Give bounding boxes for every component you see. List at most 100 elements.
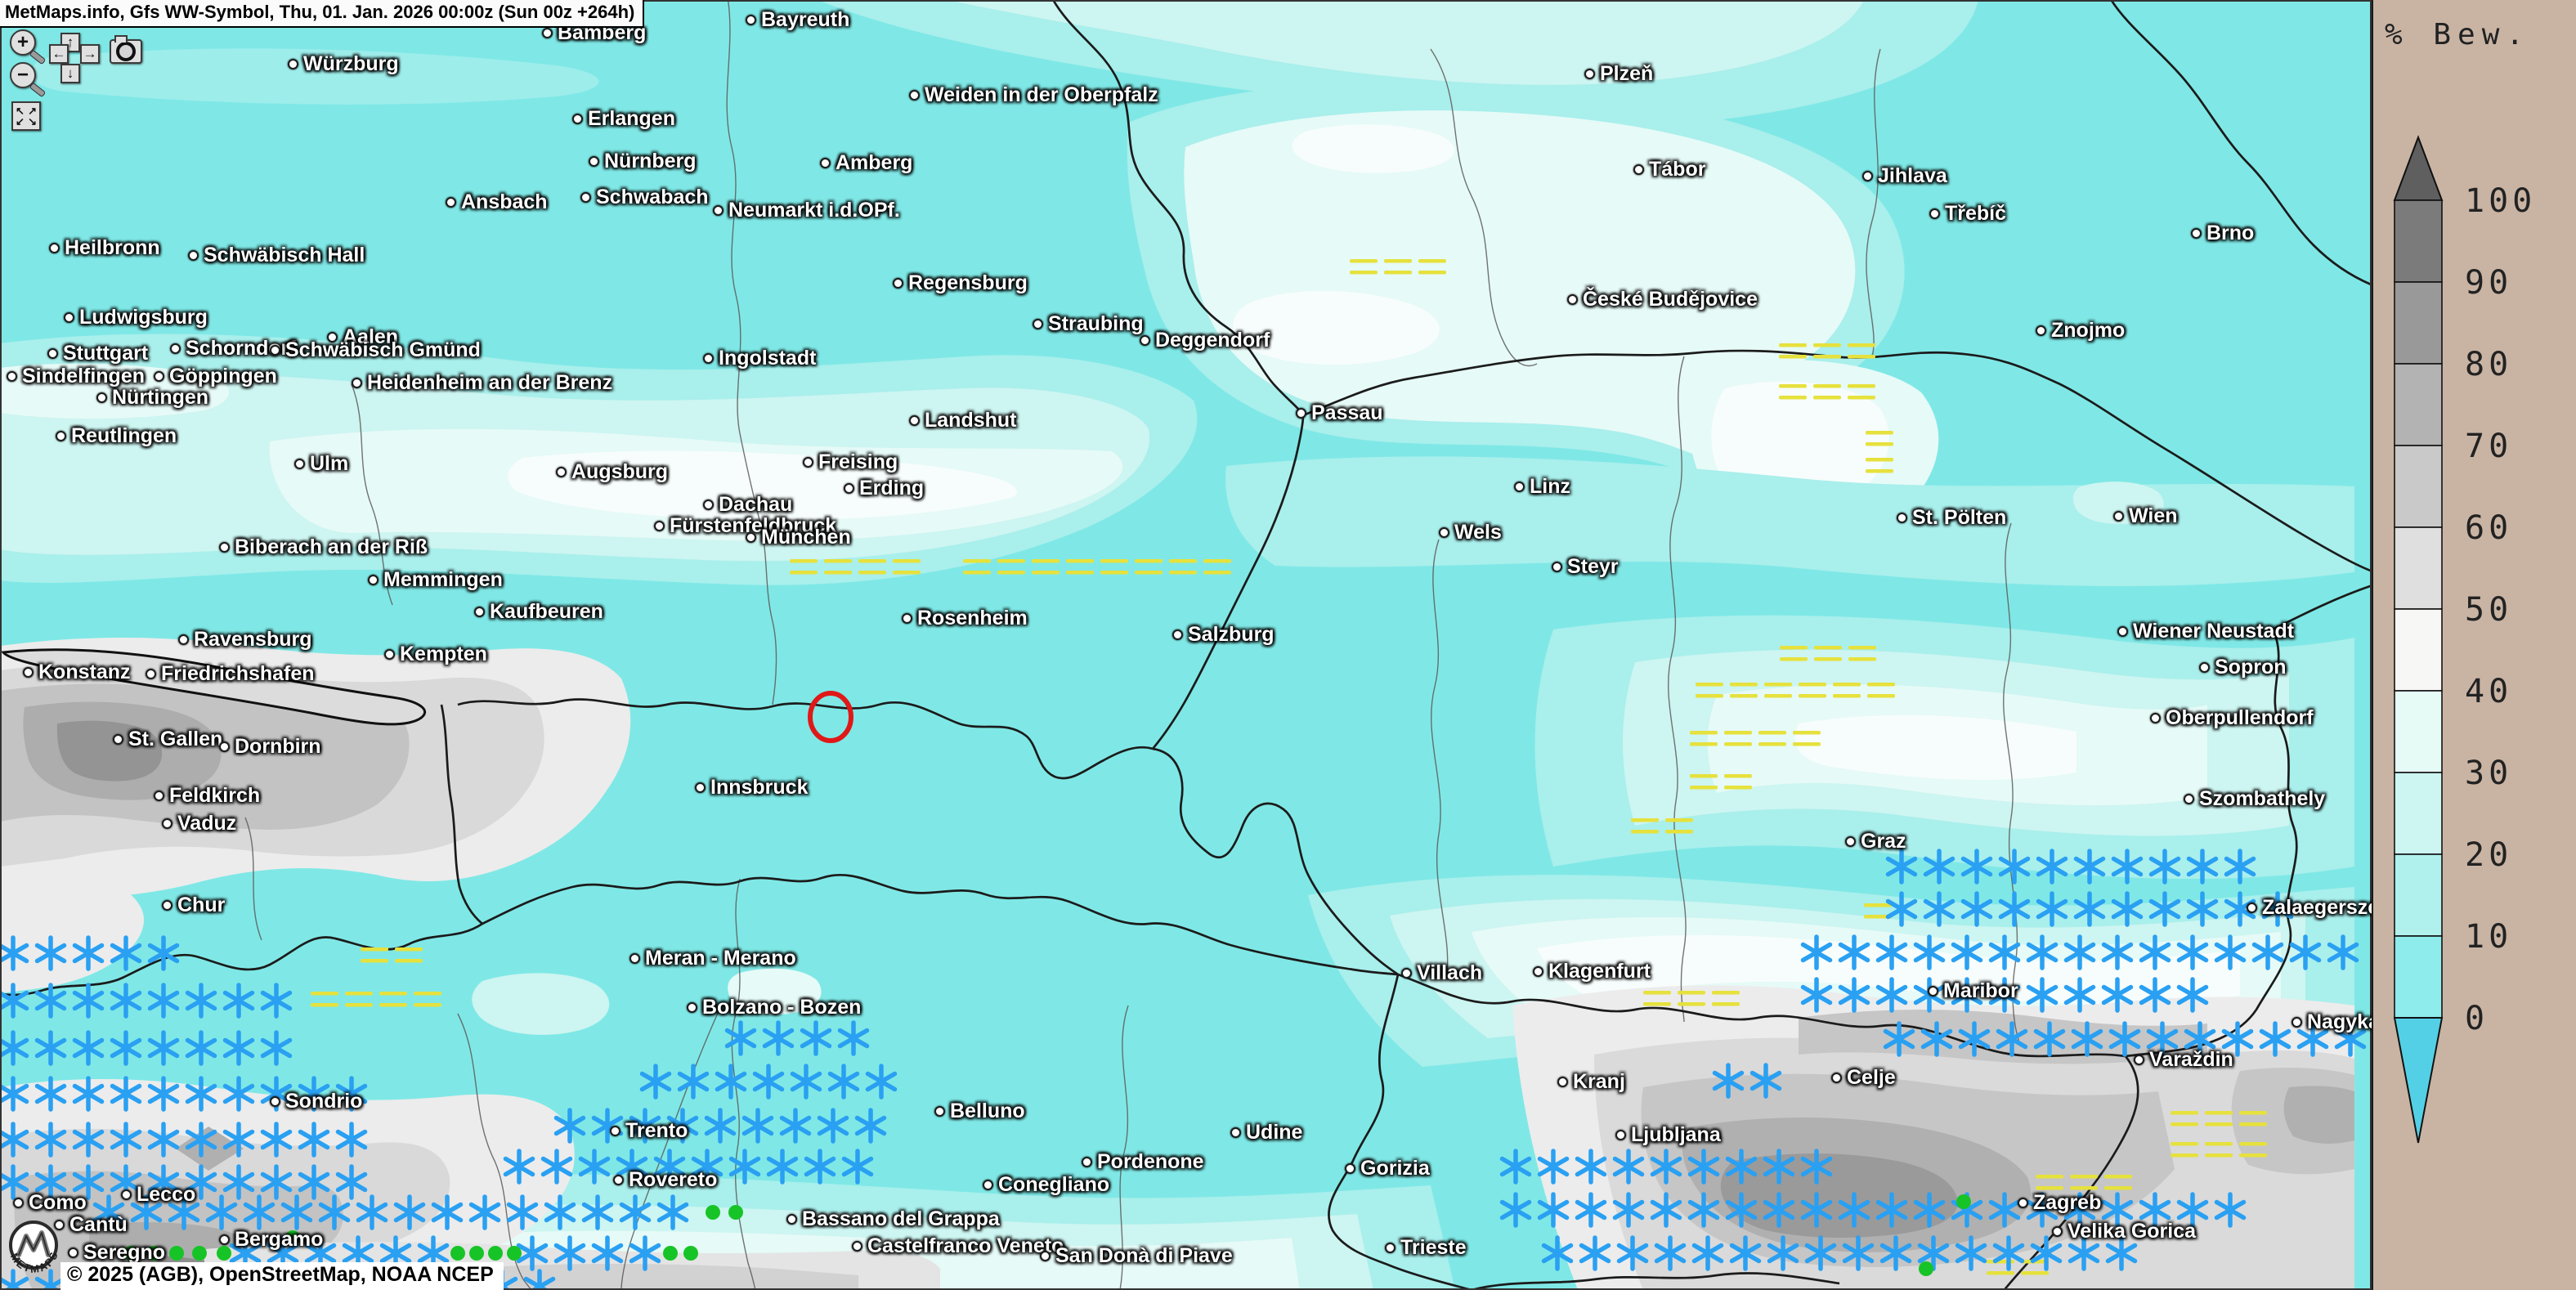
city-name: Sopron bbox=[2215, 656, 2287, 679]
city-name: Ravensburg bbox=[194, 628, 312, 651]
city-label: Castelfranco Veneto bbox=[852, 1234, 1064, 1258]
city-name: Neumarkt i.d.OPf. bbox=[728, 199, 900, 222]
city-label: Linz bbox=[1514, 475, 1570, 499]
city-name: Linz bbox=[1530, 475, 1570, 498]
plus-icon: + bbox=[16, 31, 29, 53]
city-label: Varaždin bbox=[2134, 1048, 2233, 1072]
city-marker-icon bbox=[1552, 562, 1562, 572]
city-label: Pordenone bbox=[1082, 1150, 1204, 1174]
city-marker-icon bbox=[154, 791, 164, 801]
city-label: Plzeň bbox=[1584, 62, 1653, 86]
city-label: Zalaegerszeg bbox=[2247, 896, 2391, 920]
city-name: Ludwigsburg bbox=[79, 306, 208, 329]
city-marker-icon bbox=[629, 953, 640, 964]
city-marker-icon bbox=[96, 392, 107, 403]
city-label: Meran - Merano bbox=[629, 947, 796, 970]
city-name: Heilbronn bbox=[65, 236, 160, 259]
arrow-left-icon: ← bbox=[52, 46, 66, 61]
city-marker-icon bbox=[2117, 626, 2128, 637]
city-name: Meran - Merano bbox=[645, 947, 796, 970]
city-label: Znojmo bbox=[2036, 319, 2125, 343]
arrow-up-left-icon: ↖ bbox=[16, 105, 25, 117]
city-label: Trento bbox=[610, 1119, 688, 1143]
city-name: Bayreuth bbox=[761, 8, 850, 31]
city-name: Oberpullendorf bbox=[2166, 706, 2314, 729]
city-name: Zalaegerszeg bbox=[2262, 896, 2392, 919]
city-marker-icon bbox=[2247, 903, 2257, 913]
city-label: Freising bbox=[803, 450, 898, 474]
city-label: Kaufbeuren bbox=[474, 600, 603, 624]
city-marker-icon bbox=[121, 1189, 132, 1200]
city-label: Bergamo bbox=[219, 1228, 323, 1252]
city-label: Reutlingen bbox=[56, 424, 177, 448]
city-marker-icon bbox=[580, 192, 591, 203]
pan-left-button[interactable]: ← bbox=[49, 44, 69, 64]
pan-right-button[interactable]: → bbox=[80, 44, 100, 64]
city-label: Nürtingen bbox=[96, 386, 208, 410]
city-name: Ljubljana bbox=[1631, 1123, 1721, 1146]
zoom-in-button[interactable]: + bbox=[10, 29, 47, 65]
city-name: Szombathely bbox=[2199, 787, 2326, 810]
admin-borders bbox=[244, 0, 2020, 1290]
arrow-down-icon: ↓ bbox=[66, 65, 74, 81]
map-canvas[interactable]: Würzburg Bamberg Bayreuth Plzeň Erlangen Nürn… bbox=[0, 0, 2430, 1290]
city-marker-icon bbox=[2184, 794, 2194, 804]
city-marker-icon bbox=[219, 542, 230, 553]
city-name: Passau bbox=[1311, 401, 1383, 424]
city-label: Ravensburg bbox=[178, 628, 311, 652]
city-label: Konstanz bbox=[23, 661, 131, 684]
city-marker-icon bbox=[1040, 1251, 1051, 1261]
city-marker-icon bbox=[2052, 1226, 2063, 1237]
city-marker-icon bbox=[2134, 1055, 2144, 1065]
city-marker-icon bbox=[589, 156, 599, 167]
city-name: Erlangen bbox=[588, 107, 675, 130]
city-name: Schwabach bbox=[596, 186, 709, 208]
city-marker-icon bbox=[1385, 1243, 1396, 1253]
city-marker-icon bbox=[47, 348, 58, 359]
city-label: Bayreuth bbox=[746, 8, 849, 32]
city-name: Bergamo bbox=[235, 1228, 324, 1251]
copyright-text: © 2025 (AGB), OpenStreetMap, NOAA NCEP bbox=[67, 1263, 494, 1286]
city-marker-icon bbox=[2018, 1198, 2028, 1208]
city-marker-icon bbox=[687, 1002, 697, 1013]
legend-tick-label: 90 bbox=[2465, 264, 2512, 302]
city-name: Dachau bbox=[719, 493, 793, 516]
city-marker-icon bbox=[1929, 208, 1940, 219]
city-name: Trento bbox=[625, 1119, 688, 1142]
title-bar: MetMaps.info, Gfs WW-Symbol, Thu, 01. Ja… bbox=[0, 0, 645, 28]
city-name: Sondrio bbox=[285, 1090, 363, 1113]
city-name: San Donà di Piave bbox=[1055, 1244, 1233, 1267]
city-name: Salzburg bbox=[1188, 623, 1275, 646]
city-marker-icon bbox=[695, 782, 706, 793]
city-name: Konstanz bbox=[38, 661, 131, 683]
legend-tick-label: 60 bbox=[2465, 509, 2512, 547]
copyright-bar: © 2025 (AGB), OpenStreetMap, NOAA NCEP bbox=[60, 1262, 504, 1290]
city-label: Feldkirch bbox=[154, 784, 260, 808]
city-marker-icon bbox=[270, 1096, 280, 1107]
city-name: Heidenheim an der Brenz bbox=[367, 371, 613, 394]
city-label: Zagreb bbox=[2018, 1191, 2101, 1215]
arrow-down-right-icon: ↘ bbox=[28, 115, 37, 128]
zoom-out-button[interactable]: − bbox=[10, 62, 47, 98]
city-name: Würzburg bbox=[303, 52, 399, 75]
city-marker-icon bbox=[1345, 1163, 1355, 1174]
city-marker-icon bbox=[54, 1220, 65, 1230]
legend-tick-label: 70 bbox=[2465, 428, 2512, 465]
city-name: Celje bbox=[1847, 1066, 1896, 1089]
city-label: Ulm bbox=[294, 452, 348, 476]
city-label: Villach bbox=[1401, 961, 1482, 985]
city-label: Amberg bbox=[820, 151, 912, 175]
screenshot-button[interactable] bbox=[110, 35, 142, 64]
city-label: Erlangen bbox=[572, 107, 675, 131]
city-name: Weiden in der Oberpfalz bbox=[925, 83, 1158, 106]
fullscreen-button[interactable]: ↖ ↗ ↙ ↘ bbox=[11, 101, 41, 131]
selected-location-marker[interactable] bbox=[808, 691, 853, 743]
pan-down-button[interactable]: ↓ bbox=[60, 64, 80, 83]
city-label: Jihlava bbox=[1862, 164, 1947, 188]
lake-constance bbox=[1, 648, 426, 726]
city-name: Erding bbox=[859, 477, 925, 499]
city-name: Wien bbox=[2129, 504, 2178, 527]
city-marker-icon bbox=[893, 278, 903, 289]
city-name: Dornbirn bbox=[235, 735, 321, 758]
arrow-up-right-icon: ↗ bbox=[28, 105, 37, 117]
